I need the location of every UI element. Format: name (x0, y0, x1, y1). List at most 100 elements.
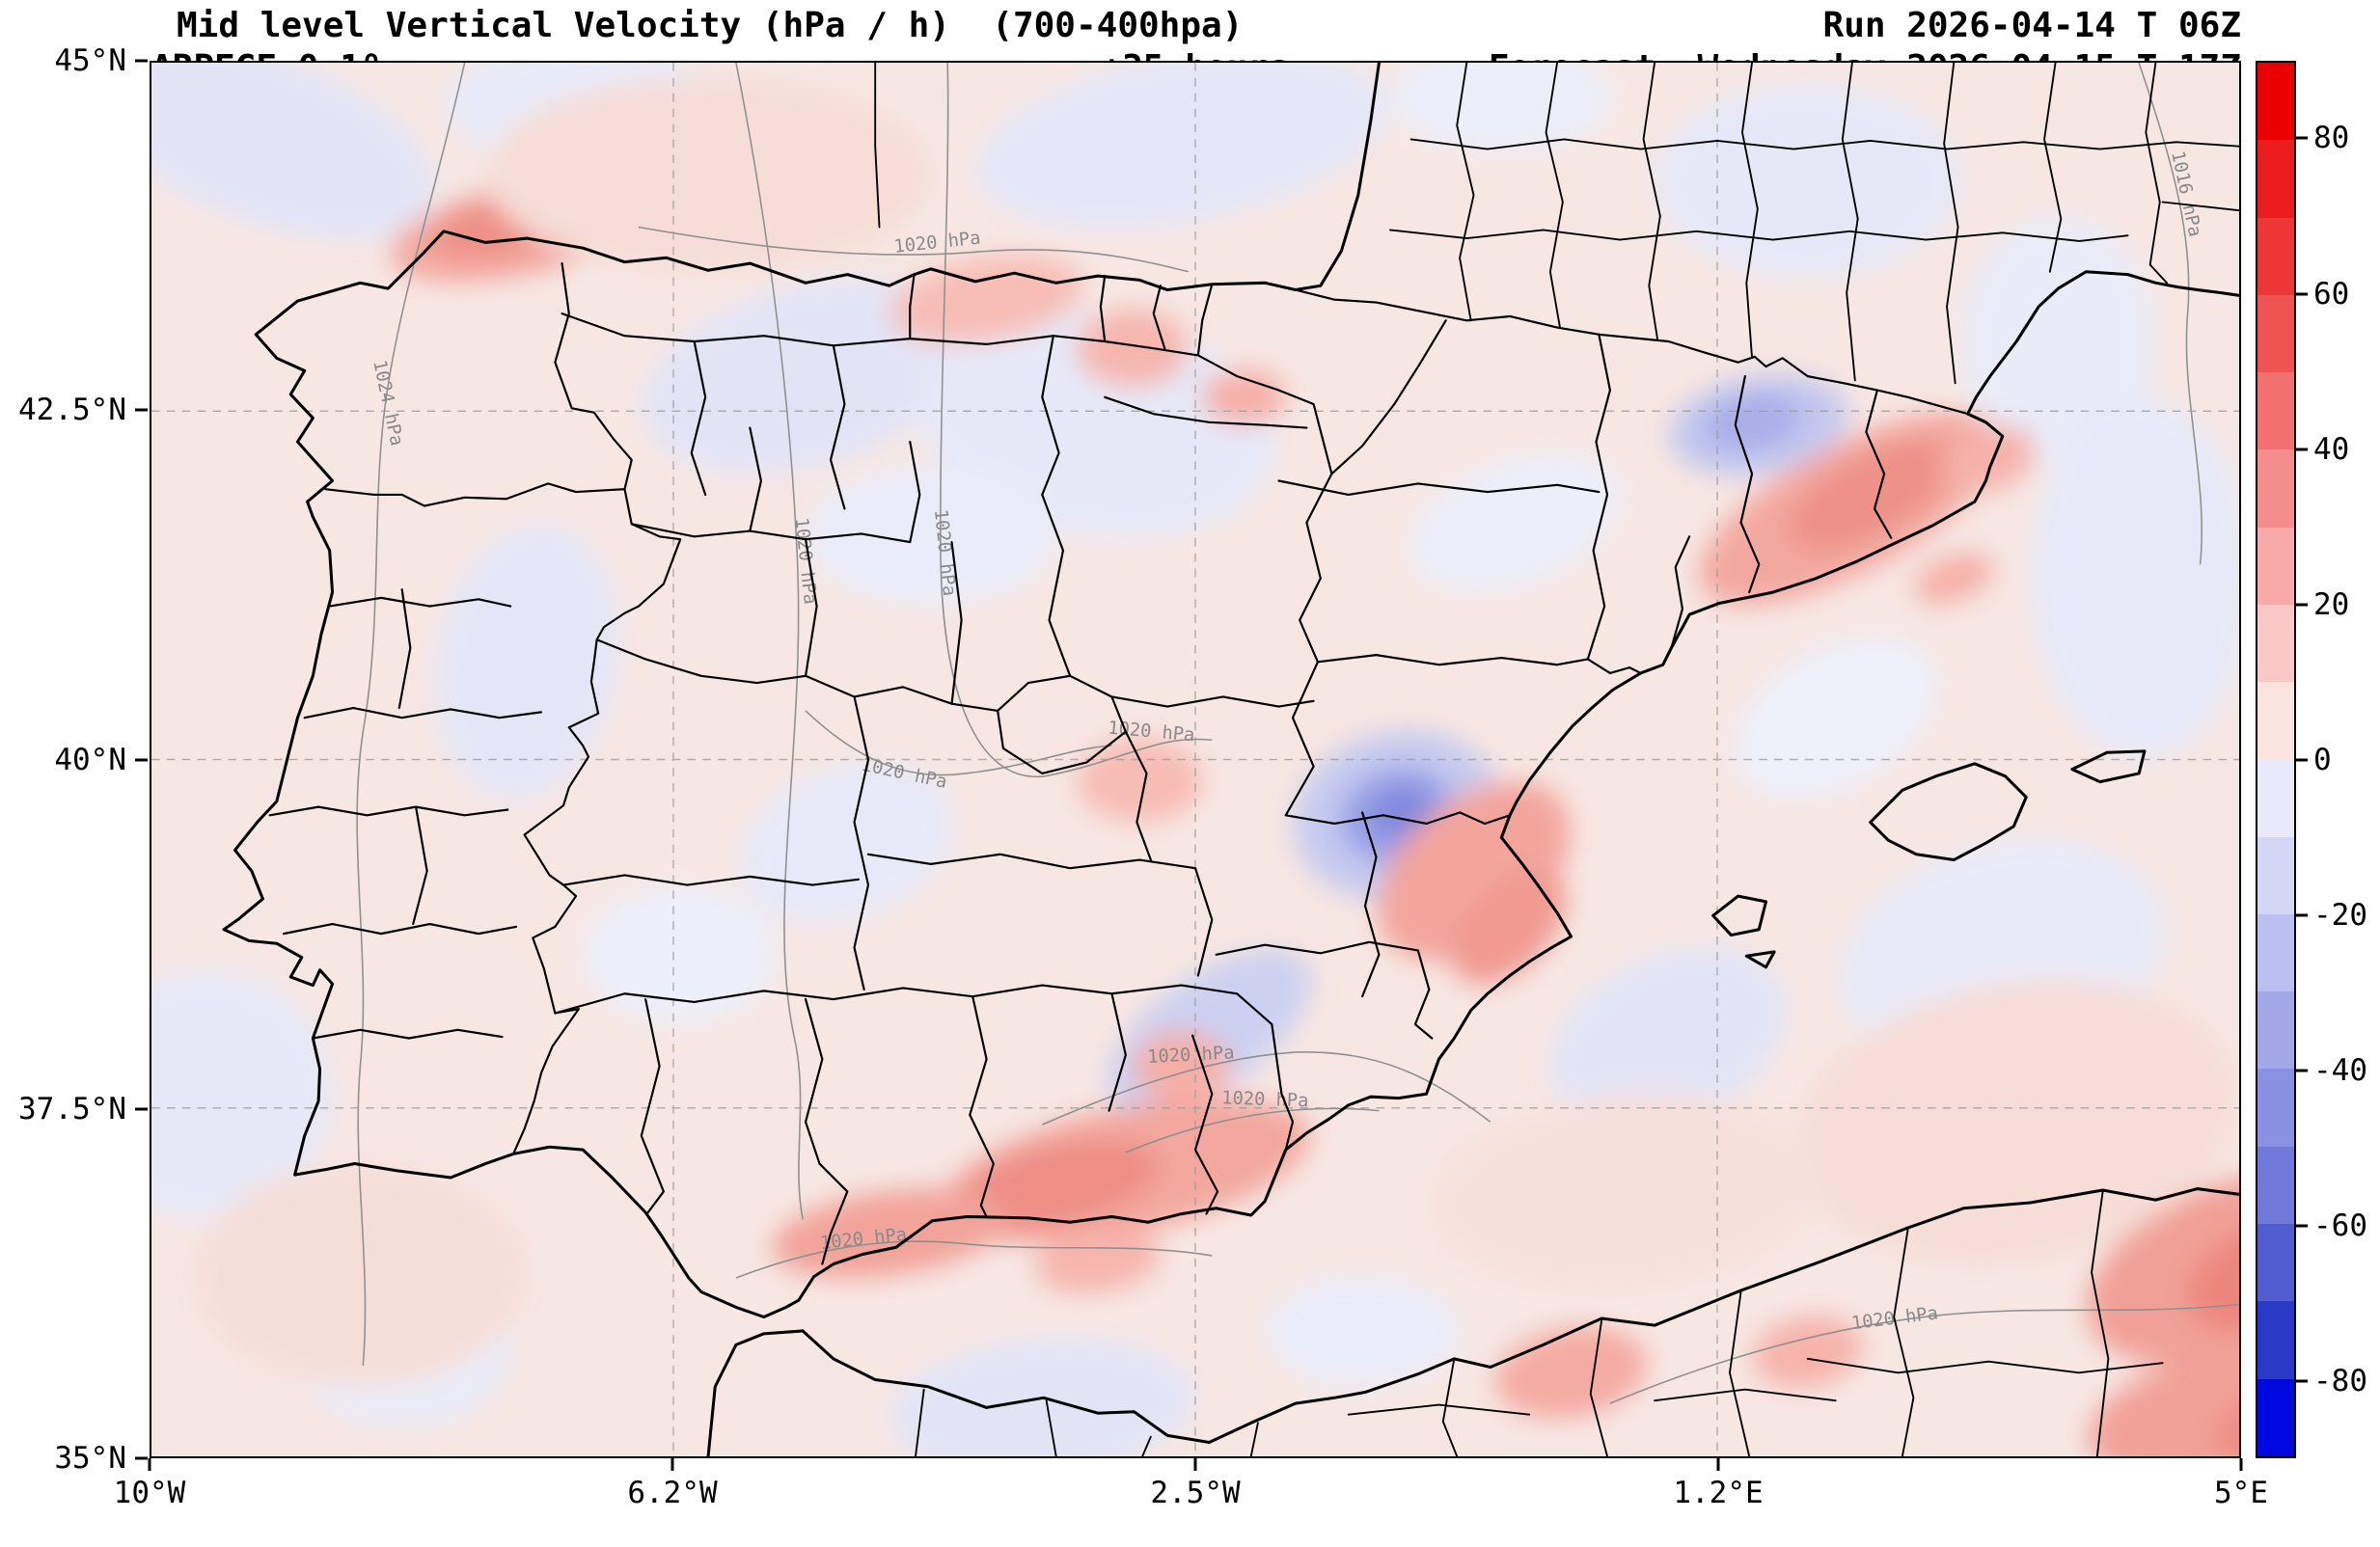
african-admin-boundary (1249, 1422, 1259, 1456)
isobar (1041, 1051, 1491, 1126)
colorbar-segments (2257, 63, 2294, 1456)
province-boundary (1361, 811, 1381, 998)
y-axis: 45°N 42.5°N 40°N 37.5°N 35°N (0, 43, 150, 1476)
velocity-anomaly-subsidence-weak (889, 1337, 1195, 1456)
province-boundary (1108, 992, 1127, 1112)
african-admin-boundary (1806, 1357, 2164, 1374)
colorbar-segment (2257, 682, 2294, 760)
velocity-anomaly-subsidence-weak (806, 467, 1056, 607)
province-boundary (909, 273, 916, 340)
french-department-boundary (1409, 138, 2239, 150)
colorbar-segment (2257, 1378, 2294, 1456)
province-boundary (554, 984, 1295, 1152)
y-tick-label: 40°N (54, 742, 126, 777)
country-coastlines (222, 63, 2239, 1456)
y-tick-mark (135, 59, 148, 63)
colorbar-segment (2257, 217, 2294, 295)
colorbar-tick-label: -80 (2313, 1363, 2367, 1398)
y-tick-label: 42.5°N (18, 393, 126, 428)
province-boundary (1316, 654, 1589, 666)
velocity-anomaly-subsidence-weak (2030, 396, 2239, 760)
province-boundary (1865, 389, 1893, 539)
province-boundary (303, 706, 543, 719)
french-department-boundary (2043, 63, 2063, 273)
colorbar-ticks: 80 60 40 20 0 -20 -40 -60 -80 (2296, 61, 2380, 1458)
x-tick-label: 6.2°W (627, 1476, 718, 1510)
isobar (940, 63, 1213, 778)
isobar (735, 63, 804, 1220)
velocity-anomaly-descent-almeria (1133, 1031, 1231, 1101)
velocity-anomaly-warm-wash (485, 76, 931, 272)
x-tick-label: 2.5°W (1150, 1476, 1241, 1510)
french-department-boundary (1545, 63, 1564, 329)
colorbar-tick-mark (2296, 136, 2308, 140)
y-tick-mark (135, 758, 148, 761)
colorbar-tick-mark (2296, 1069, 2308, 1072)
province-boundary (829, 344, 846, 510)
velocity-anomaly-subsidence-weak (1265, 1275, 1461, 1387)
province-boundary (268, 805, 509, 817)
african-admin-boundary (915, 1388, 925, 1456)
y-tick-mark (135, 408, 148, 412)
colorbar-segment (2257, 294, 2294, 373)
colorbar-tick-mark (2296, 758, 2308, 761)
colorbar-tick-label: 40 (2313, 431, 2350, 467)
province-boundary (866, 853, 1197, 870)
province-boundary (1041, 493, 1072, 677)
french-department-boundary (1841, 63, 1859, 382)
colorbar-segment (2257, 1301, 2294, 1379)
african-admin-boundary (1141, 1435, 1152, 1456)
province-boundary (1191, 1034, 1219, 1215)
velocity-anomaly-descent-girona (1941, 426, 2036, 494)
province-boundary (749, 426, 762, 532)
province-boundary (969, 995, 988, 1117)
african-admin-boundary (1893, 1228, 1915, 1456)
colorbar-segment (2257, 527, 2294, 605)
velocity-anomaly-descent-med-spot (1913, 553, 1994, 604)
province-boundary (1124, 730, 1152, 861)
colorbar-tick-label: -40 (2313, 1052, 2367, 1088)
gridlines (151, 63, 2239, 1456)
province-boundary (1110, 695, 1315, 708)
province-boundary (818, 1162, 849, 1265)
province-boundary (950, 540, 963, 705)
colorbar-segment (2257, 1223, 2294, 1302)
province-boundary (282, 922, 518, 936)
isobar (1125, 1107, 1380, 1153)
colorbar-segment (2257, 1146, 2294, 1224)
province-boundary (1193, 867, 1214, 977)
colorbar-tick-mark (2296, 448, 2308, 450)
province-boundary (328, 596, 512, 608)
colorbar-segment (2257, 991, 2294, 1070)
isobar-label: 1020 hPa (1147, 1043, 1235, 1068)
north-africa-coastline (706, 1187, 2239, 1456)
colorbar-segment (2257, 913, 2294, 992)
african-admin-boundary (2091, 1190, 2110, 1456)
velocity-anomaly-subsidence-weak (151, 968, 333, 1220)
colorbar (2256, 61, 2296, 1458)
velocity-anomaly-subsidence-weak (1733, 635, 1938, 801)
x-tick-mark (2239, 1458, 2243, 1471)
velocity-anomaly-descent-andalusia-core (953, 1140, 1159, 1229)
colorbar-segment (2257, 836, 2294, 914)
x-axis: 10°W 6.2°W 2.5°W 1.2°E 5°E (114, 1458, 2268, 1526)
colorbar-tick-label: 60 (2313, 276, 2350, 312)
french-department-boundary (1456, 63, 1475, 322)
province-boundary (1413, 949, 1434, 1040)
isobar (1609, 1303, 2239, 1404)
province-boundary (804, 538, 818, 677)
velocity-anomaly-descent-alboran (1035, 1229, 1161, 1293)
province-boundary (1196, 354, 1333, 475)
velocity-anomaly-subsidence-weak (974, 63, 1388, 230)
colorbar-segment (2257, 140, 2294, 218)
colorbar-tick-mark (2296, 913, 2308, 916)
velocity-anomaly-warm-wash (193, 1163, 528, 1387)
isobar-label: 1020 hPa (1221, 1088, 1309, 1111)
african-admin-boundary (1589, 1318, 1608, 1456)
velocity-anomaly-ascent-core-pyrenees (1704, 394, 1801, 451)
colorbar-tick-label: 0 (2313, 742, 2332, 777)
velocity-anomaly-descent-catalonia-core (1788, 440, 1953, 550)
y-tick-label: 35°N (54, 1441, 126, 1476)
colorbar-tick-label: -20 (2313, 897, 2367, 933)
province-boundary (630, 523, 912, 544)
